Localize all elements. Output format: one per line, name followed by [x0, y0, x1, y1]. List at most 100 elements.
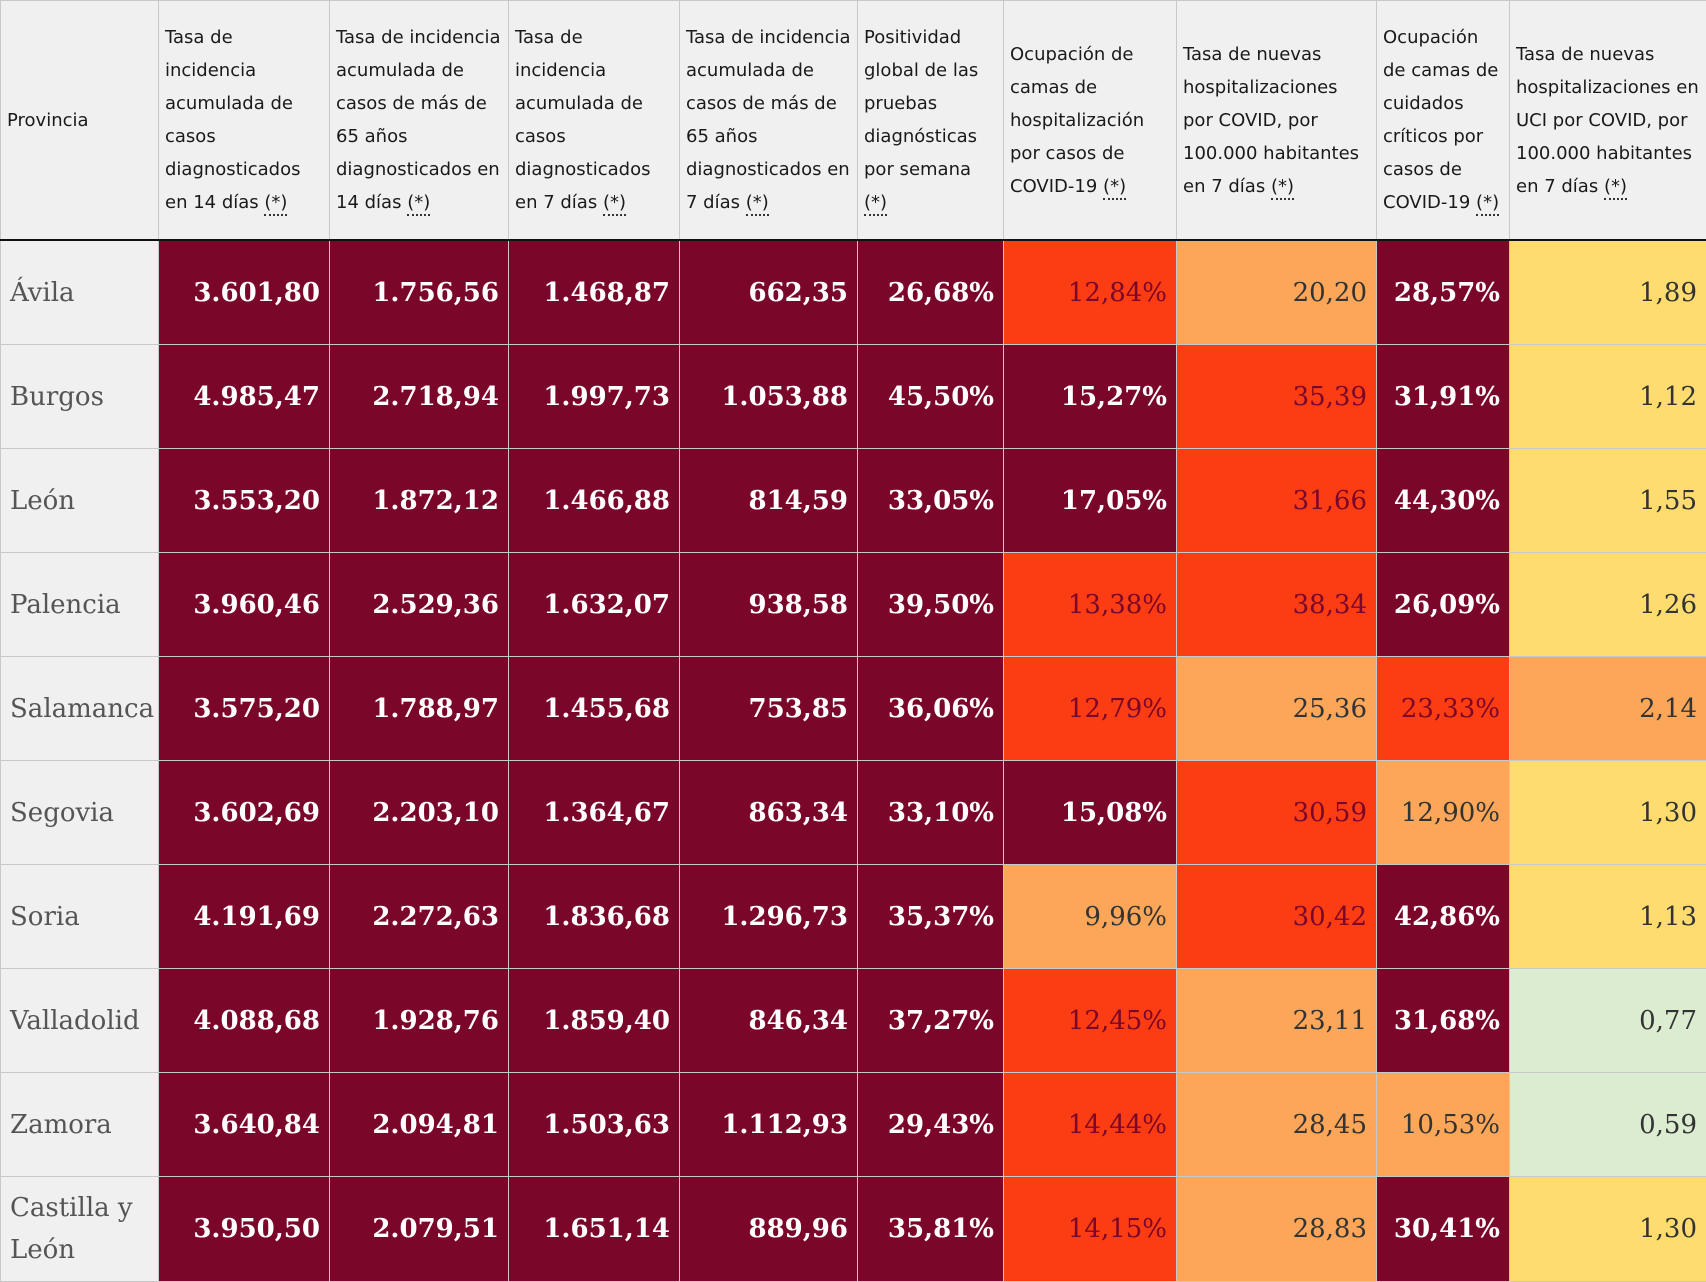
- indicator-value-cell: 1.872,12: [330, 449, 509, 553]
- indicator-value-cell: 37,27%: [858, 969, 1004, 1073]
- indicator-value-cell: 1.503,63: [509, 1073, 680, 1177]
- footnote-marker[interactable]: (*): [1604, 176, 1627, 200]
- indicator-value-cell: 1,13: [1510, 865, 1706, 969]
- indicator-value-cell: 39,50%: [858, 553, 1004, 657]
- column-header-label: Tasa de incidencia acumulada de casos di…: [165, 27, 300, 213]
- province-name-cell: Castilla y León: [1, 1177, 159, 1282]
- indicator-value-cell: 1.296,73: [680, 865, 858, 969]
- indicator-value-cell: 36,06%: [858, 657, 1004, 761]
- province-name-cell: Soria: [1, 865, 159, 969]
- column-header-label: Tasa de incidencia acumulada de casos de…: [686, 27, 851, 213]
- indicator-value-cell: 29,43%: [858, 1073, 1004, 1177]
- indicator-value-cell: 17,05%: [1004, 449, 1177, 553]
- indicator-value-cell: 1.756,56: [330, 240, 509, 345]
- indicator-value-cell: 30,59: [1177, 761, 1377, 865]
- indicator-value-cell: 4.191,69: [159, 865, 330, 969]
- indicator-value-cell: 35,81%: [858, 1177, 1004, 1282]
- indicator-value-cell: 31,91%: [1377, 345, 1510, 449]
- indicator-value-cell: 863,34: [680, 761, 858, 865]
- indicator-value-cell: 2.272,63: [330, 865, 509, 969]
- indicator-value-cell: 9,96%: [1004, 865, 1177, 969]
- indicator-value-cell: 12,45%: [1004, 969, 1177, 1073]
- column-header-6: Ocupación de camas de hospitalización po…: [1004, 1, 1177, 241]
- indicator-value-cell: 26,68%: [858, 240, 1004, 345]
- column-header-label: Ocupación de camas de hospitalización po…: [1010, 44, 1144, 197]
- footnote-marker[interactable]: (*): [407, 192, 430, 216]
- indicator-value-cell: 3.960,46: [159, 553, 330, 657]
- indicator-value-cell: 1.651,14: [509, 1177, 680, 1282]
- indicator-value-cell: 889,96: [680, 1177, 858, 1282]
- indicator-value-cell: 26,09%: [1377, 553, 1510, 657]
- indicator-value-cell: 30,42: [1177, 865, 1377, 969]
- footnote-marker[interactable]: (*): [746, 192, 769, 216]
- indicator-value-cell: 1.788,97: [330, 657, 509, 761]
- footnote-marker[interactable]: (*): [864, 192, 887, 216]
- indicator-value-cell: 3.950,50: [159, 1177, 330, 1282]
- indicator-value-cell: 28,45: [1177, 1073, 1377, 1177]
- column-header-label: Tasa de incidencia acumulada de casos di…: [515, 27, 650, 213]
- province-name-cell: Zamora: [1, 1073, 159, 1177]
- indicator-value-cell: 13,38%: [1004, 553, 1177, 657]
- column-header-8: Ocupación de camas de cuidados críticos …: [1377, 1, 1510, 241]
- indicator-value-cell: 1.928,76: [330, 969, 509, 1073]
- indicator-value-cell: 42,86%: [1377, 865, 1510, 969]
- indicator-value-cell: 1,26: [1510, 553, 1706, 657]
- indicator-value-cell: 1.364,67: [509, 761, 680, 865]
- column-header-4: Tasa de incidencia acumulada de casos de…: [680, 1, 858, 241]
- indicator-value-cell: 1.859,40: [509, 969, 680, 1073]
- column-header-5: Positividad global de las pruebas diagnó…: [858, 1, 1004, 241]
- indicator-value-cell: 753,85: [680, 657, 858, 761]
- footnote-marker[interactable]: (*): [1103, 176, 1126, 200]
- indicator-value-cell: 45,50%: [858, 345, 1004, 449]
- indicator-value-cell: 33,05%: [858, 449, 1004, 553]
- indicator-value-cell: 1,30: [1510, 1177, 1706, 1282]
- indicator-value-cell: 4.088,68: [159, 969, 330, 1073]
- indicator-value-cell: 15,27%: [1004, 345, 1177, 449]
- indicator-value-cell: 31,66: [1177, 449, 1377, 553]
- indicator-value-cell: 2.529,36: [330, 553, 509, 657]
- indicator-value-cell: 846,34: [680, 969, 858, 1073]
- indicator-value-cell: 4.985,47: [159, 345, 330, 449]
- indicator-value-cell: 3.601,80: [159, 240, 330, 345]
- indicator-value-cell: 2.094,81: [330, 1073, 509, 1177]
- footnote-marker[interactable]: (*): [1271, 176, 1294, 200]
- indicator-value-cell: 0,59: [1510, 1073, 1706, 1177]
- indicator-value-cell: 28,57%: [1377, 240, 1510, 345]
- indicator-value-cell: 1.466,88: [509, 449, 680, 553]
- indicator-value-cell: 15,08%: [1004, 761, 1177, 865]
- indicator-value-cell: 1.997,73: [509, 345, 680, 449]
- footnote-marker[interactable]: (*): [603, 192, 626, 216]
- column-header-provincia: Provincia: [1, 1, 159, 241]
- indicator-value-cell: 662,35: [680, 240, 858, 345]
- indicator-value-cell: 938,58: [680, 553, 858, 657]
- column-header-3: Tasa de incidencia acumulada de casos di…: [509, 1, 680, 241]
- indicator-value-cell: 44,30%: [1377, 449, 1510, 553]
- indicator-value-cell: 23,33%: [1377, 657, 1510, 761]
- footnote-marker[interactable]: (*): [264, 192, 287, 216]
- indicator-value-cell: 1,12: [1510, 345, 1706, 449]
- indicator-value-cell: 1.053,88: [680, 345, 858, 449]
- indicator-value-cell: 25,36: [1177, 657, 1377, 761]
- indicator-value-cell: 3.553,20: [159, 449, 330, 553]
- column-header-9: Tasa de nuevas hospitalizaciones en UCI …: [1510, 1, 1706, 241]
- indicator-value-cell: 12,79%: [1004, 657, 1177, 761]
- indicator-value-cell: 31,68%: [1377, 969, 1510, 1073]
- province-name-cell: Burgos: [1, 345, 159, 449]
- indicator-value-cell: 3.602,69: [159, 761, 330, 865]
- indicator-value-cell: 30,41%: [1377, 1177, 1510, 1282]
- column-header-label: Positividad global de las pruebas diagnó…: [864, 27, 978, 180]
- footnote-marker[interactable]: (*): [1476, 192, 1499, 216]
- indicator-value-cell: 12,90%: [1377, 761, 1510, 865]
- indicator-value-cell: 10,53%: [1377, 1073, 1510, 1177]
